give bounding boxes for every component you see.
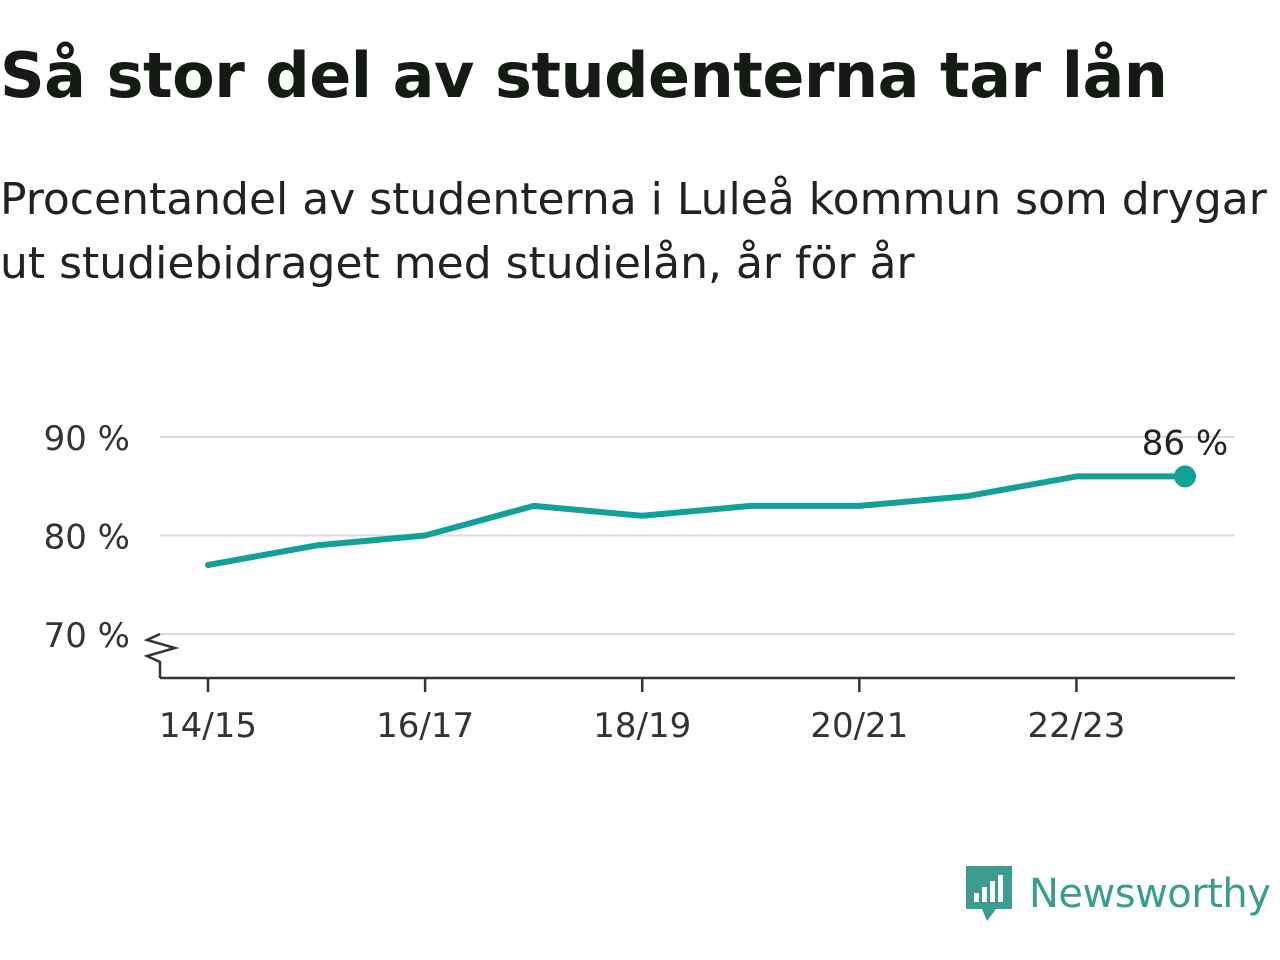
axis-break-mark — [143, 632, 180, 678]
x-tick-label: 22/23 — [1027, 706, 1125, 746]
grid-lines — [160, 436, 1235, 635]
chart-title: Så stor del av studenterna tar lån — [0, 39, 1168, 112]
y-tick-label: 90 % — [44, 419, 130, 459]
end-point-marker — [1174, 465, 1196, 488]
y-axis: 70 % 80 % 90 % — [44, 419, 180, 678]
newsworthy-logo-icon — [966, 866, 1012, 921]
series-line — [205, 473, 1188, 568]
chart-subtitle: Procentandel av studenterna i Luleå komm… — [0, 174, 1267, 289]
plot-area: 86 % — [205, 423, 1228, 568]
x-tick-label: 18/19 — [593, 706, 691, 746]
x-tick-label: 14/15 — [159, 706, 257, 746]
y-tick-label: 70 % — [44, 616, 130, 656]
y-tick-label: 80 % — [44, 518, 130, 558]
brand-logo: Newsworthy — [963, 862, 1271, 926]
brand-name: Newsworthy — [1029, 871, 1271, 917]
end-value-label: 86 % — [1142, 423, 1228, 463]
line-chart: 70 % 80 % 90 % 14/15 16/17 18/19 20/21 22/23 8… — [44, 419, 1235, 746]
x-tick-label: 20/21 — [810, 706, 908, 746]
x-axis: 14/15 16/17 18/19 20/21 22/23 — [159, 676, 1235, 746]
x-tick-label: 16/17 — [376, 706, 474, 746]
